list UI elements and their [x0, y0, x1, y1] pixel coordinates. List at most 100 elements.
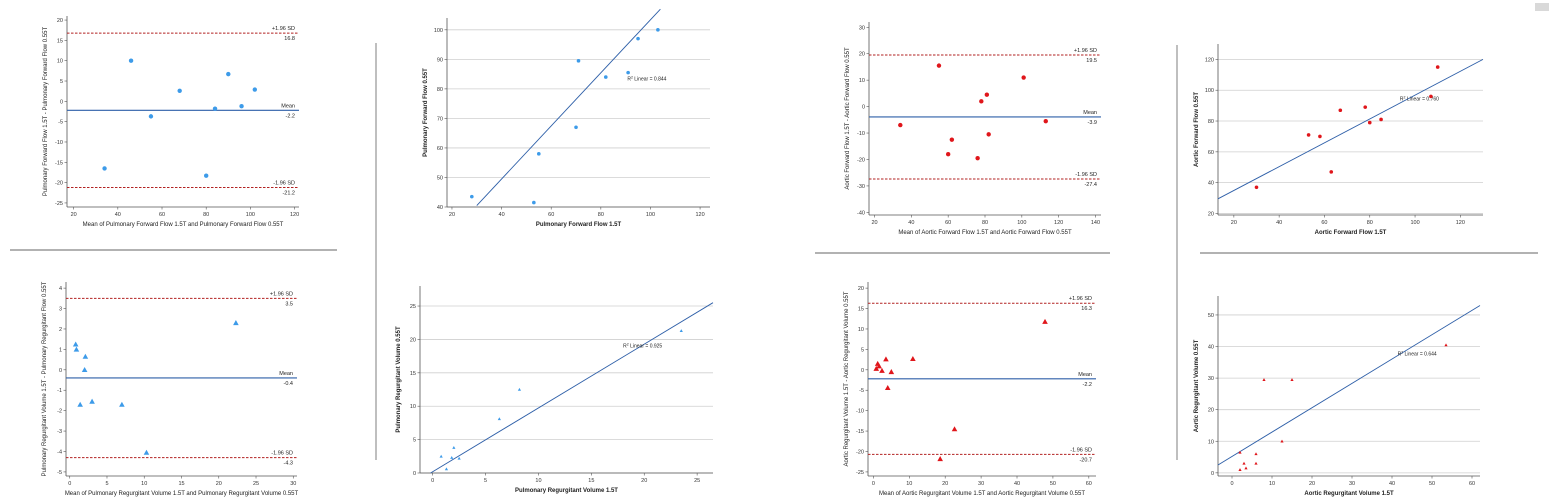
y-tick-label: -25 — [856, 470, 864, 476]
fit-line — [476, 8, 661, 206]
x-tick-label: 40 — [115, 212, 121, 218]
data-point — [233, 320, 239, 326]
x-tick-label: 5 — [484, 478, 487, 484]
data-point — [1280, 439, 1284, 443]
x-tick-label: 10 — [535, 478, 541, 484]
data-point — [1238, 450, 1242, 454]
chart-pulm-forward-ba: 20 40 60 80 100 120 -25 -20 -15 -10 -5 0 5 10 15 20 Mean… — [43, 16, 299, 228]
x-tick-label: 100 — [1017, 220, 1026, 226]
y-tick-label: 15 — [57, 38, 63, 44]
y-tick-label: -2 — [57, 409, 62, 415]
x-tick-label: 100 — [646, 212, 655, 218]
y-tick-label: -1 — [57, 388, 62, 394]
chart-pulm-regurg-corr: 0 5 10 15 20 25 0 5 10 15 20 25 Pulmonary Regurgitan… — [396, 286, 714, 494]
x-tick-label: 20 — [942, 481, 948, 487]
x-tick-label: 40 — [908, 220, 914, 226]
data-point — [986, 132, 991, 137]
upper-label: +1.96 SD — [272, 26, 295, 32]
data-point — [444, 467, 449, 471]
data-point — [1290, 378, 1294, 381]
upper-value: 16.8 — [284, 36, 295, 42]
data-point — [119, 401, 125, 407]
lower-value: -4.3 — [284, 461, 293, 467]
y-tick-label: 10 — [410, 404, 416, 410]
y-tick-label: 0 — [861, 368, 864, 374]
data-point — [984, 92, 990, 97]
x-axis-title: Aortic Forward Flow 1.5T — [1315, 230, 1387, 236]
x-tick-label: 80 — [598, 212, 604, 218]
data-point — [226, 71, 231, 77]
data-point — [1254, 452, 1258, 456]
y-tick-label: -5 — [57, 470, 62, 476]
x-tick-label: 140 — [1091, 220, 1100, 226]
chart-aortic-regurg-corr: 0 10 20 30 40 50 60 0 10 20 30 40 50 Aortic Regurgita… — [1194, 296, 1481, 497]
y-tick-label: -15 — [55, 160, 63, 166]
r-squared-annotation: R2 Linear = 0.760 — [1400, 95, 1439, 102]
y-tick-label: 20 — [57, 18, 63, 24]
x-tick-label: 40 — [1014, 481, 1020, 487]
x-axis-title: Mean of Aortic Regurgitant Volume 1.5T a… — [879, 491, 1085, 497]
y-tick-label: 20 — [410, 337, 416, 343]
y-tick-label: 90 — [437, 57, 443, 63]
y-axis-title: Pulmonary Regurgitant Volume 1.5T - Pulm… — [42, 281, 48, 476]
lower-label: -1.96 SD — [1070, 447, 1092, 453]
x-tick-label: 80 — [982, 220, 988, 226]
mean-label: Mean — [1078, 372, 1092, 378]
x-tick-label: 60 — [1086, 481, 1092, 487]
y-tick-label: 25 — [410, 304, 416, 310]
x-tick-label: 60 — [159, 212, 165, 218]
data-point — [77, 401, 83, 407]
x-tick-label: 100 — [246, 212, 255, 218]
data-point — [457, 456, 461, 460]
x-tick-label: 25 — [694, 478, 700, 484]
y-tick-label: -5 — [58, 120, 63, 126]
data-point — [450, 456, 454, 459]
data-point — [679, 329, 683, 333]
y-tick-label: 10 — [57, 59, 63, 65]
y-tick-label: 60 — [1208, 150, 1214, 156]
x-tick-label: 20 — [641, 478, 647, 484]
data-point — [888, 369, 895, 375]
data-point — [1435, 65, 1440, 69]
x-tick-label: 40 — [1276, 220, 1282, 226]
y-axis-title: Aortic Forward Flow 0.55T — [1194, 92, 1200, 167]
data-point — [883, 356, 889, 362]
data-point — [81, 367, 88, 373]
y-tick-label: 2 — [59, 327, 62, 333]
data-point — [979, 99, 984, 104]
data-point — [1244, 466, 1248, 470]
chart-pulm-regurg-ba: 0 5 10 15 20 25 30 -5 -4 -3 -2 -1 0 1 2 3 4 Mean of Pulmo… — [42, 281, 299, 497]
x-tick-label: 15 — [178, 481, 184, 487]
r-squared-annotation: R2 Linear = 0.925 — [623, 343, 662, 350]
data-point — [1444, 343, 1448, 347]
data-point — [177, 88, 182, 93]
x-tick-label: 10 — [906, 481, 912, 487]
x-tick-label: 20 — [871, 220, 877, 226]
y-tick-label: 30 — [859, 25, 865, 31]
data-point — [73, 346, 80, 352]
x-tick-label: 40 — [1389, 481, 1395, 487]
y-tick-label: 40 — [1208, 345, 1214, 351]
data-point — [1318, 134, 1322, 139]
y-tick-label: 80 — [1208, 119, 1214, 125]
data-point — [884, 384, 891, 391]
y-tick-label: 120 — [1205, 57, 1214, 63]
mean-value: -3.9 — [1088, 120, 1097, 126]
data-point — [574, 125, 578, 130]
data-point — [603, 75, 608, 79]
data-point — [143, 449, 150, 455]
y-tick-label: 100 — [1205, 88, 1214, 94]
data-point — [936, 63, 942, 68]
y-tick-label: 20 — [1208, 211, 1214, 217]
x-axis-title: Aortic Regurgitant Volume 1.5T — [1304, 491, 1394, 497]
upper-label: +1.96 SD — [1074, 48, 1097, 54]
data-point — [204, 173, 209, 178]
x-tick-label: 120 — [695, 212, 704, 218]
y-tick-label: 0 — [862, 105, 865, 111]
data-point — [82, 353, 89, 359]
y-tick-label: -10 — [857, 131, 865, 137]
data-point — [1338, 108, 1343, 113]
fit-line — [1217, 305, 1481, 466]
y-axis-title: Aortic Forward Flow 1.5T - Aortic Forwar… — [845, 47, 851, 190]
mean-label: Mean — [1083, 110, 1097, 116]
